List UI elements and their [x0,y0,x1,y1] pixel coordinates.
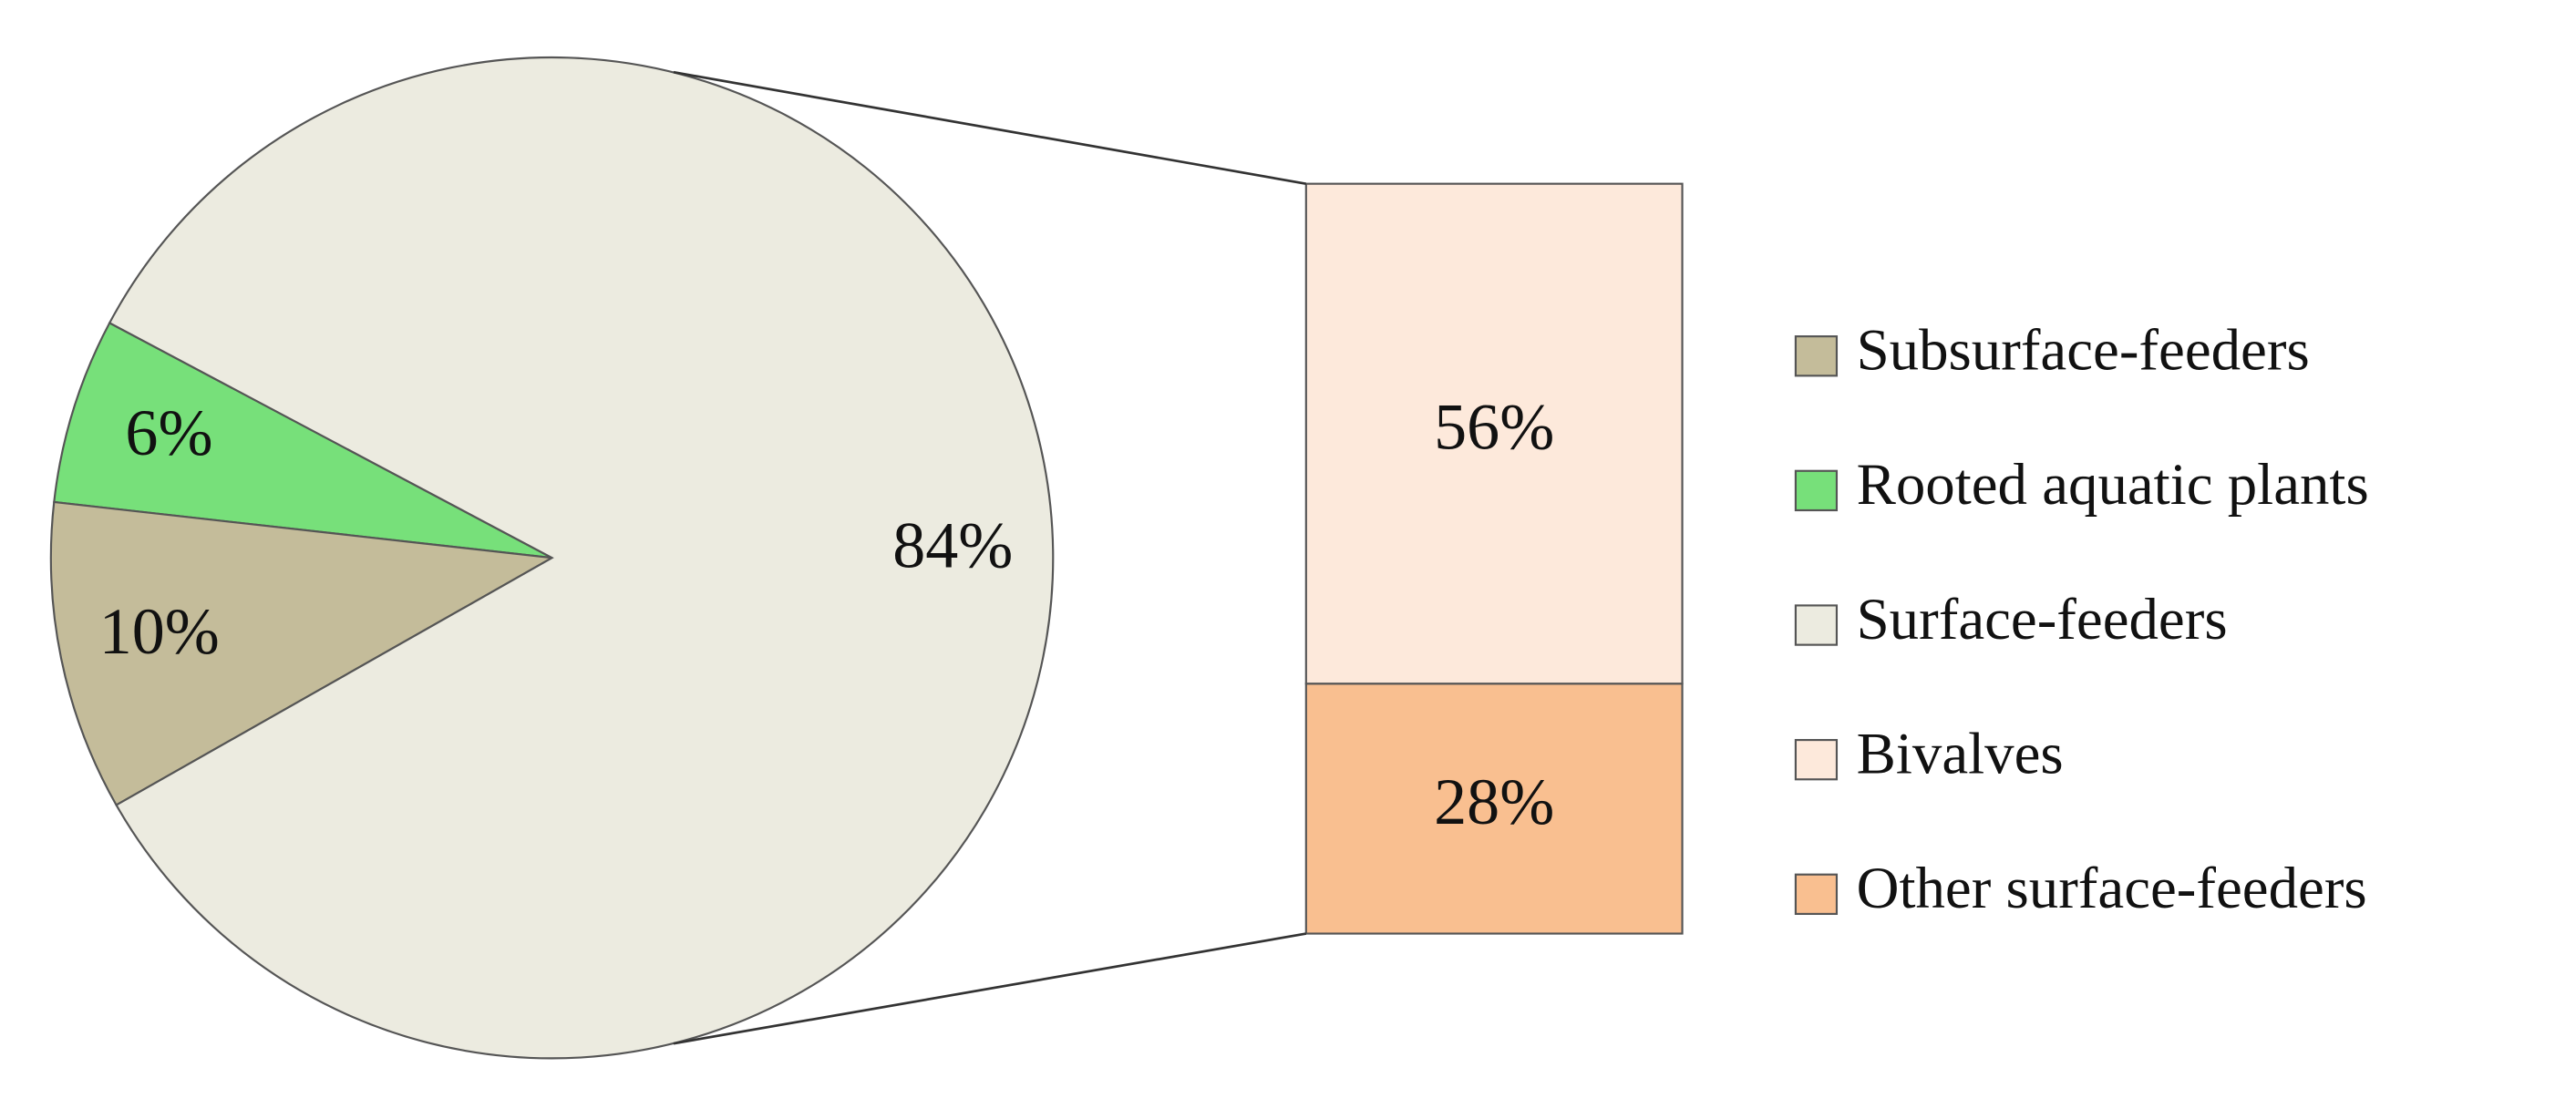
legend-label: Subsurface-feeders [1857,318,2310,384]
data-label: 6% [125,396,212,469]
legend-swatch [1794,738,1839,781]
legend-swatch [1794,469,1839,512]
bar-segment [1304,182,1684,685]
connector [673,70,1307,185]
legend-label: Surface-feeders [1857,587,2228,652]
legend-label: Rooted aquatic plants [1857,452,2369,518]
legend-label: Bivalves [1857,722,2064,787]
pie-slice [49,500,555,806]
data-label: 10% [99,595,220,668]
data-label: 28% [1434,765,1554,838]
legend-label: Other surface-feeders [1857,856,2367,921]
data-label: 56% [1434,391,1554,464]
legend-swatch [1794,873,1839,916]
pie-slice [108,56,1055,1060]
legend-swatch [1794,335,1839,377]
connector [673,932,1307,1045]
legend-swatch [1794,604,1839,646]
pie-slice [53,321,553,560]
data-label: 84% [892,509,1013,582]
